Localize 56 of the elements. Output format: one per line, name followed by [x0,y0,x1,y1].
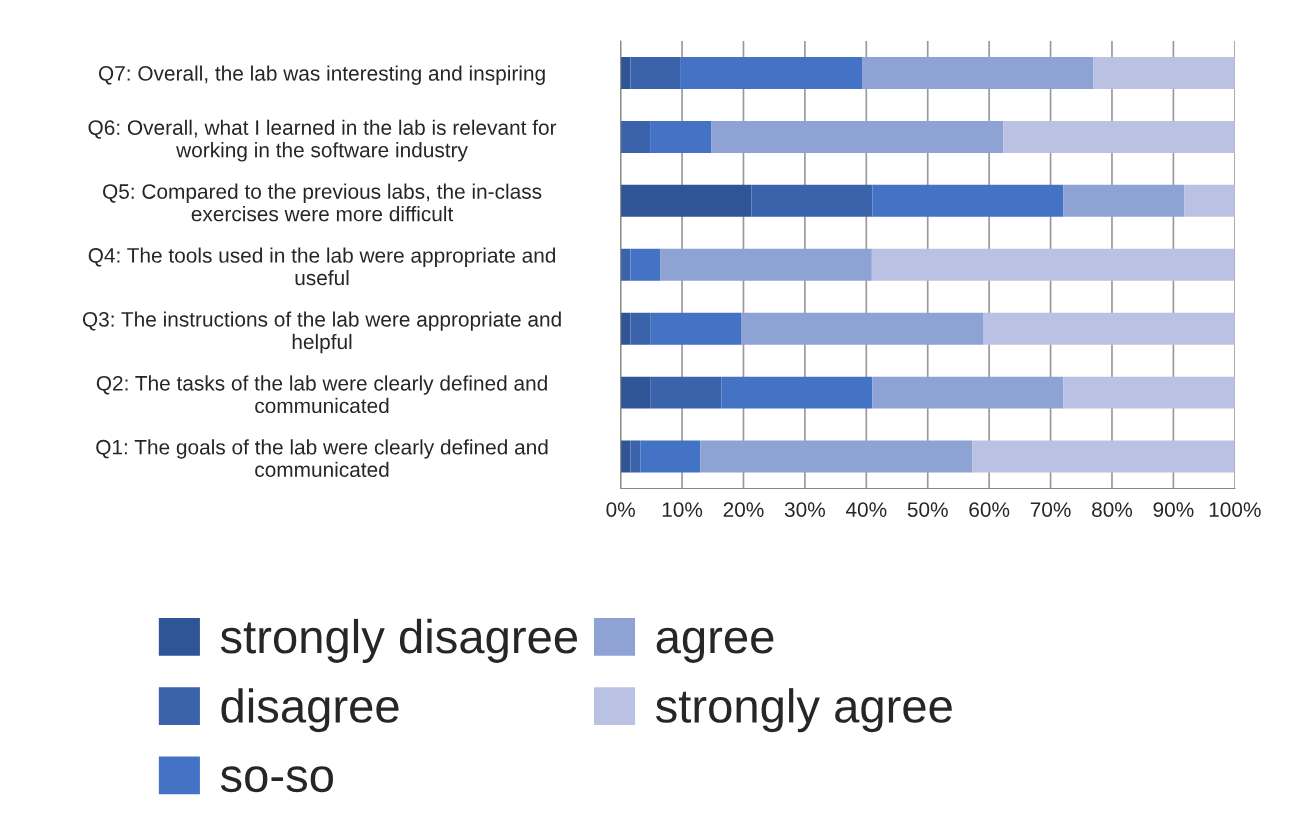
bar [620,57,631,89]
bar [640,440,701,473]
x-tick-label: 10% [662,502,703,517]
y-tick-label: Q2: The tasks of the lab were clearly defined and communicated [96,375,547,414]
bar [650,312,742,345]
y-tick-label: Q4: The tools used in the lab were appropriate and useful [88,247,556,286]
x-tick-label: 100% [1209,502,1261,517]
legend-label: disagree [221,688,399,733]
bar [972,440,1235,473]
y-tick-label: Q5: Compared to the previous labs, the in-class exercises were more difficult [103,183,542,222]
bar [1003,120,1235,153]
bar [711,120,1004,153]
bar [630,440,641,473]
bar [650,120,712,153]
y-tick-label: Q7: Overall, the lab was interesting and inspiring [98,65,545,85]
x-tick-label: 20% [723,502,764,517]
bar [660,248,872,281]
x-tick-label: 90% [1153,502,1194,517]
x-tick-label: 40% [845,502,887,517]
x-tick-label: 50% [907,502,948,517]
bar [871,248,1235,281]
bar [983,312,1235,345]
bar [700,440,973,473]
x-tick-label: 30% [784,502,825,517]
legend-label: agree [656,627,774,663]
x-tick-label: 70% [1030,502,1071,517]
legend-label: so-so [220,766,333,793]
bar [751,184,873,217]
bar [872,376,1064,409]
bar [620,248,631,281]
bar [862,57,1094,89]
y-tick-label: Q3: The instructions of the lab were appropriate and helpful [82,311,561,354]
legend-label: strongly disagree [220,618,578,663]
bar [1063,184,1185,217]
legend-label: strongly agree [655,688,952,733]
bar [630,312,651,345]
y-tick-label: Q6: Overall, what I learned in the lab is relevant for working in the software industry [88,119,557,162]
bar [620,312,631,345]
bar [872,184,1064,217]
bar [1093,57,1235,89]
bar [1063,376,1235,409]
bar [741,312,983,345]
bar [620,440,631,473]
x-tick-label: 0% [606,502,635,517]
bar [721,376,873,409]
x-tick-label: 60% [969,502,1010,517]
bar [620,120,651,153]
bar [620,376,651,409]
bar [630,248,661,281]
bar [680,57,863,89]
x-tick-label: 80% [1092,502,1133,517]
y-tick-label: Q1: The goals of the lab were clearly defined and communicated [96,439,548,478]
bar [1184,184,1235,217]
bar [630,57,681,89]
bar [620,184,752,217]
bar [650,376,722,409]
